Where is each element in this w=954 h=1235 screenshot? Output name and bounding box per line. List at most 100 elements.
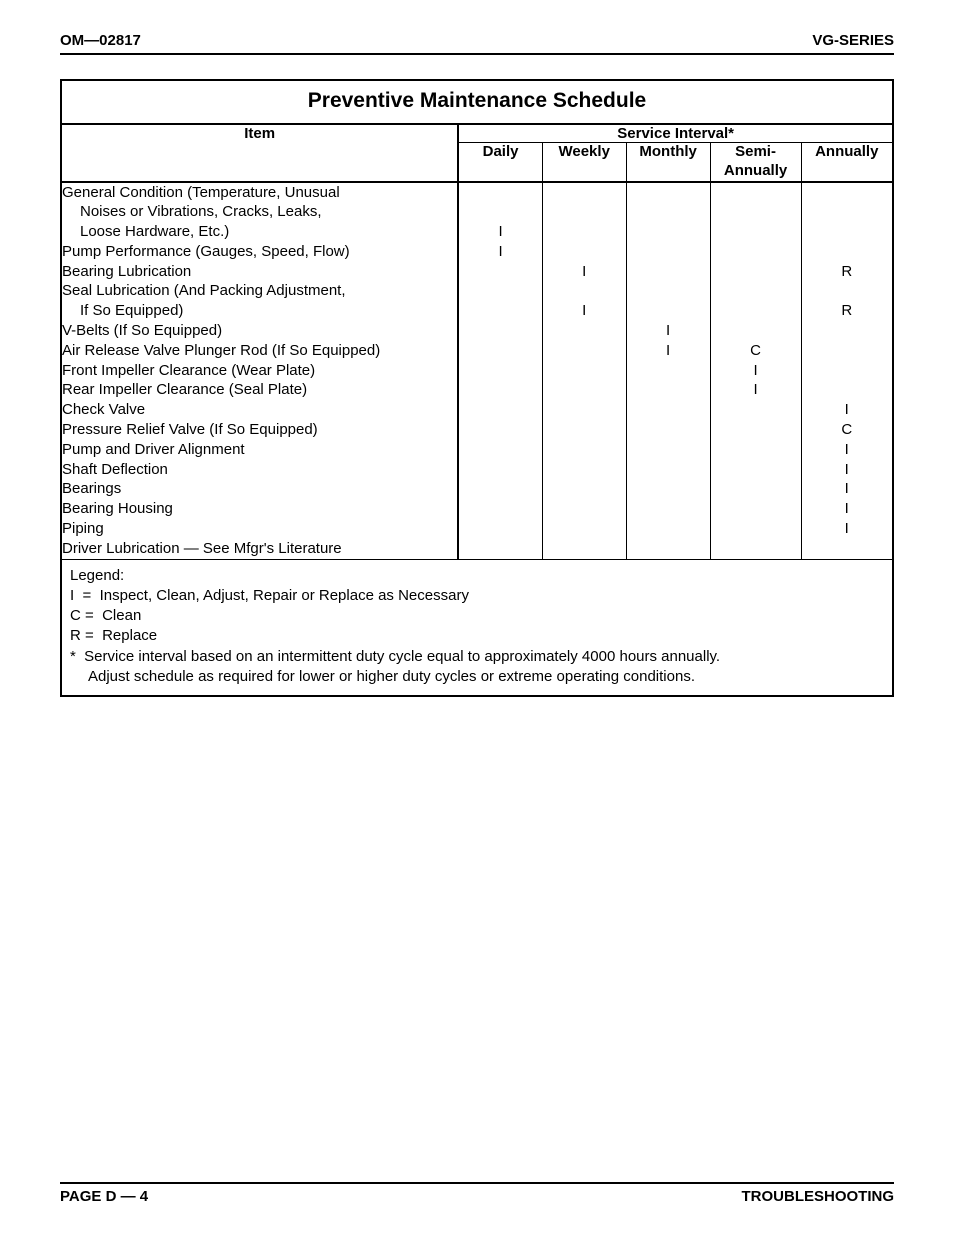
col-service-interval: Service Interval* [458,125,892,143]
table-row-value [711,281,801,301]
schedule-table: Item Service Interval* Daily Weekly Mont… [62,125,892,560]
table-row-value [627,499,710,519]
table-row-value [543,539,626,559]
table-row-value [543,420,626,440]
table-row-label: Driver Lubrication — See Mfgr's Literatu… [62,539,457,559]
table-row-value: I [459,222,541,242]
table-row-value [711,539,801,559]
table-row-value [802,341,892,361]
table-row-value [711,321,801,341]
table-row-value [711,262,801,282]
table-row-value [459,400,541,420]
table-row-value [459,499,541,519]
table-row-value [627,440,710,460]
table-row-value: I [543,301,626,321]
table-row-value [459,341,541,361]
table-row-value [802,183,892,203]
table-row-value [711,420,801,440]
table-row-value [711,183,801,203]
table-row-label: Pump Performance (Gauges, Speed, Flow) [62,242,457,262]
table-row-value [711,400,801,420]
table-row-label: Noises or Vibrations, Cracks, Leaks, [62,202,457,222]
table-row-value [627,539,710,559]
legend-inspect: I = Inspect, Clean, Adjust, Repair or Re… [70,586,884,606]
table-row-value [627,183,710,203]
table-row-value [459,301,541,321]
table-row-value [627,420,710,440]
legend-note2: Adjust schedule as required for lower or… [70,667,884,687]
table-row-value [802,539,892,559]
table-row-value [627,479,710,499]
col-weekly: Weekly [542,143,626,182]
legend: Legend: I = Inspect, Clean, Adjust, Repa… [62,560,892,696]
table-row-value [459,183,541,203]
table-row-value [802,361,892,381]
table-row-value [711,301,801,321]
col-annually: Annually [801,143,892,182]
table-row-value [459,539,541,559]
table-row-value [543,202,626,222]
page-header: OM—02817 VG-SERIES [60,32,894,55]
table-row-value [459,519,541,539]
schedule-title: Preventive Maintenance Schedule [62,81,892,125]
annually-cell: R R ICIIIII [801,182,892,560]
daily-cell: II [458,182,542,560]
table-row-value [711,242,801,262]
semi-cell: CII [710,182,801,560]
header-series: VG-SERIES [812,32,894,49]
table-row-value [627,281,710,301]
table-row-value: I [802,400,892,420]
table-row-value [459,321,541,341]
table-row-value [543,281,626,301]
table-row-value [459,460,541,480]
table-row-value: I [802,499,892,519]
table-row-value: I [802,440,892,460]
table-row-value [459,479,541,499]
table-row-value: R [802,301,892,321]
table-row-value: R [802,262,892,282]
table-row-value [711,222,801,242]
table-row-value: C [711,341,801,361]
table-row-label: Bearing Lubrication [62,262,457,282]
legend-note1: * Service interval based on an intermitt… [70,647,884,667]
table-row-value [627,202,710,222]
table-row-value: I [711,380,801,400]
table-row-value [802,321,892,341]
legend-clean: C = Clean [70,606,884,626]
col-semi-annually: Semi- Annually [710,143,801,182]
schedule-box: Preventive Maintenance Schedule Item Ser… [60,79,894,697]
monthly-cell: II [626,182,710,560]
table-row-value [543,341,626,361]
table-row-label: Front Impeller Clearance (Wear Plate) [62,361,457,381]
table-row-value [802,281,892,301]
table-row-value [627,519,710,539]
col-item: Item [62,125,458,182]
footer-page: PAGE D — 4 [60,1188,148,1205]
table-row-label: Bearings [62,479,457,499]
table-row-label: Piping [62,519,457,539]
table-row-value: I [802,479,892,499]
table-row-label: Bearing Housing [62,499,457,519]
table-row-value [459,281,541,301]
table-row-value: C [802,420,892,440]
table-row-value [459,202,541,222]
table-row-label: Rear Impeller Clearance (Seal Plate) [62,380,457,400]
table-row-value: I [543,262,626,282]
header-doc-id: OM—02817 [60,32,141,49]
table-row-value [711,499,801,519]
table-row-value [459,420,541,440]
table-row-value [627,222,710,242]
table-row-value [543,242,626,262]
table-row-value [543,321,626,341]
table-row-value [802,242,892,262]
table-row-label: General Condition (Temperature, Unusual [62,183,457,203]
table-row-value: I [459,242,541,262]
table-row-value [711,519,801,539]
table-row-value [543,440,626,460]
table-row-value [543,222,626,242]
table-row-value [627,242,710,262]
table-row-value [543,460,626,480]
table-row-value [459,440,541,460]
table-row-value [802,222,892,242]
table-row-label: If So Equipped) [62,301,457,321]
